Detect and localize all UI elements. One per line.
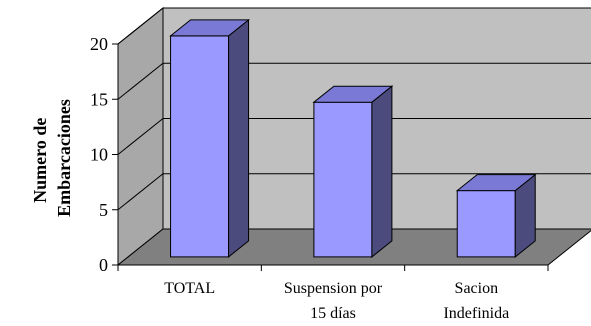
x-category-label-line: Suspension por	[284, 280, 383, 297]
bar	[455, 173, 537, 258]
x-category-label: TOTAL	[164, 280, 215, 297]
y-axis-label-line-2: Embarcaciones	[54, 99, 74, 217]
x-category-labels: TOTAL Suspension por 15 días Sacion Indefini…	[164, 280, 509, 322]
y-tick-label: 15	[90, 89, 108, 109]
bar-top	[169, 19, 250, 37]
bars	[169, 18, 537, 258]
y-tick-labels: 0 5 10 15 20	[90, 34, 108, 275]
bar-top	[455, 174, 537, 192]
y-tick-label: 20	[90, 34, 108, 54]
bar-side	[371, 85, 393, 258]
x-category-label-line: 15 días	[310, 305, 356, 322]
bar	[169, 18, 250, 258]
y-tick-label: 10	[90, 145, 108, 165]
y-axis-label-line-1: Numero de	[30, 118, 50, 203]
x-category-label: Suspension por 15 días	[284, 280, 383, 322]
y-tick-label: 5	[99, 200, 108, 220]
gridline	[117, 173, 591, 211]
x-category-label-line: Indefinida	[443, 305, 509, 322]
gridline	[117, 118, 591, 155]
bar-front	[313, 101, 373, 258]
bar	[312, 85, 394, 258]
gridlines	[117, 7, 591, 211]
x-category-label-line: Sacion	[455, 280, 499, 297]
bar-front	[456, 190, 516, 258]
axes	[112, 43, 549, 271]
bar-front	[170, 35, 230, 258]
gridline	[117, 7, 591, 45]
y-axis-label: Numero de Embarcaciones	[30, 99, 74, 217]
x-category-label-line: TOTAL	[164, 280, 215, 297]
x-category-label: Sacion Indefinida	[443, 280, 509, 322]
gridline	[117, 62, 591, 100]
bar-side	[228, 18, 250, 258]
bar-top	[312, 85, 394, 103]
y-tick-label: 0	[99, 255, 108, 275]
